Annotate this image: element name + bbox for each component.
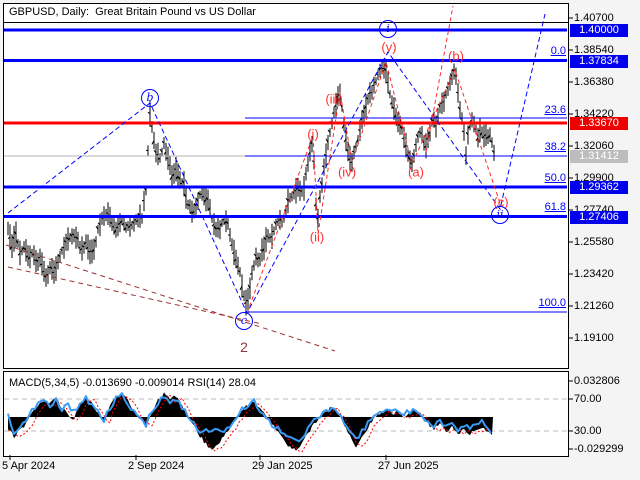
price-axis-label: 1.32060 <box>574 140 614 152</box>
fibonacci-percent-label: 23.6 <box>544 104 566 116</box>
price-axis-label: 1.40700 <box>574 12 614 24</box>
price-axis-label: 1.19100 <box>574 332 614 344</box>
price-level-badge: 1.40000 <box>570 24 628 37</box>
elliott-wave-label: 2 <box>240 339 248 355</box>
elliott-wave-label: (c) <box>493 194 509 210</box>
price-level-badge: 1.37834 <box>570 55 628 68</box>
maroon-channel-upper <box>5 244 336 352</box>
elliott-wave-circled-label: i <box>379 20 397 38</box>
elliott-wave-label: (a) <box>408 164 424 180</box>
rsi-line <box>7 392 492 443</box>
macd-axis-label: 30.00 <box>574 425 602 437</box>
elliott-wave-label: (v) <box>381 39 397 55</box>
fibonacci-percent-label: 0.0 <box>550 45 566 57</box>
fibonacci-percent-label: 61.8 <box>544 201 566 213</box>
elliott-wave-label: (ii) <box>309 229 325 245</box>
elliott-wave-circled-label: ii <box>491 206 509 224</box>
price-level-badge: 1.27406 <box>570 211 628 224</box>
macd-histogram <box>8 392 493 451</box>
title-separator <box>3 22 568 23</box>
macd-axis-label: -0.029299 <box>574 443 624 455</box>
date-axis-label: 29 Jan 2025 <box>252 460 313 472</box>
elliott-wave-circled-label: b <box>141 89 159 107</box>
price-level-badge: 1.29362 <box>570 181 628 194</box>
date-axis-label: 2 Sep 2024 <box>128 460 185 472</box>
elliott-wave-label: (iii) <box>325 91 343 107</box>
wave-projection-blue <box>7 13 546 315</box>
elliott-wave-label: (b) <box>448 48 464 64</box>
fibonacci-percent-label: 100.0 <box>538 297 566 309</box>
date-axis-label: 5 Apr 2024 <box>2 460 56 472</box>
macd-axis-label: 0.032806 <box>574 375 620 387</box>
fibonacci-percent-label: 50.0 <box>544 172 566 184</box>
price-level-badge: 1.31412 <box>570 150 628 163</box>
maroon-channel-lower <box>7 266 263 325</box>
macd-axis-label: 70.00 <box>574 393 602 405</box>
elliott-wave-label: (iv) <box>337 164 357 180</box>
macd-indicator-label: MACD(5,34,5) -0.013690 -0.009014 RSI(14)… <box>9 377 257 389</box>
price-level-badge: 1.33670 <box>570 117 628 130</box>
elliott-wave-label: (i) <box>307 126 319 142</box>
price-axis-label: 1.21260 <box>574 300 614 312</box>
fibonacci-percent-label: 38.2 <box>544 141 566 153</box>
date-axis-label: 27 Jun 2025 <box>378 460 439 472</box>
steep-red-trendline <box>425 5 454 153</box>
elliott-wave-circled-label: c <box>235 312 253 330</box>
price-axis-label: 1.38540 <box>574 44 614 56</box>
price-axis-label: 1.36380 <box>574 76 614 88</box>
chart-title: GBPUSD, Daily: Great Britain Pound vs US… <box>9 6 256 18</box>
price-axis-label: 1.25580 <box>574 236 614 248</box>
price-axis-label: 1.23420 <box>574 268 614 280</box>
